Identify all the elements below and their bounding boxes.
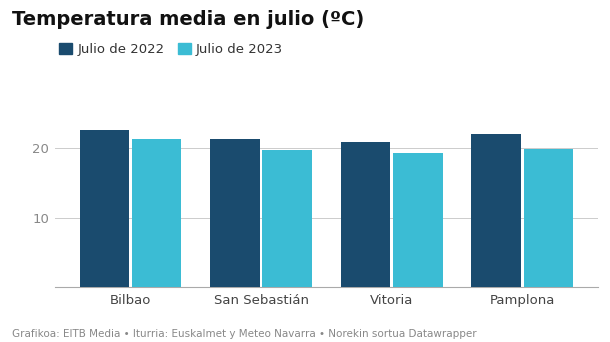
Bar <box>79 130 129 287</box>
Bar <box>262 150 312 287</box>
Bar <box>210 140 260 287</box>
Bar <box>472 134 521 287</box>
Bar <box>341 142 390 287</box>
Bar <box>132 139 181 287</box>
Bar <box>523 149 573 287</box>
Text: Grafikoa: EITB Media • Iturria: Euskalmet y Meteo Navarra • Norekin sortua Dataw: Grafikoa: EITB Media • Iturria: Euskalme… <box>12 329 477 339</box>
Bar <box>393 153 443 287</box>
Legend: Julio de 2022, Julio de 2023: Julio de 2022, Julio de 2023 <box>59 43 283 56</box>
Text: Temperatura media en julio (ºC): Temperatura media en julio (ºC) <box>12 10 364 29</box>
